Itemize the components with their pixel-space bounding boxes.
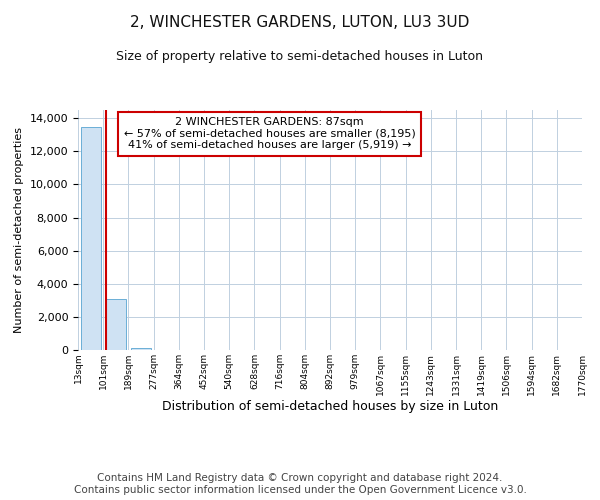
Bar bbox=[106, 298, 126, 350]
Text: 2 WINCHESTER GARDENS: 87sqm
← 57% of semi-detached houses are smaller (8,195)
41: 2 WINCHESTER GARDENS: 87sqm ← 57% of sem… bbox=[124, 117, 415, 150]
Text: Size of property relative to semi-detached houses in Luton: Size of property relative to semi-detach… bbox=[116, 50, 484, 63]
Bar bbox=[131, 348, 151, 350]
Text: Contains HM Land Registry data © Crown copyright and database right 2024.
Contai: Contains HM Land Registry data © Crown c… bbox=[74, 474, 526, 495]
Text: 2, WINCHESTER GARDENS, LUTON, LU3 3UD: 2, WINCHESTER GARDENS, LUTON, LU3 3UD bbox=[130, 15, 470, 30]
X-axis label: Distribution of semi-detached houses by size in Luton: Distribution of semi-detached houses by … bbox=[162, 400, 498, 413]
Bar bbox=[80, 126, 101, 350]
Y-axis label: Number of semi-detached properties: Number of semi-detached properties bbox=[14, 127, 24, 333]
